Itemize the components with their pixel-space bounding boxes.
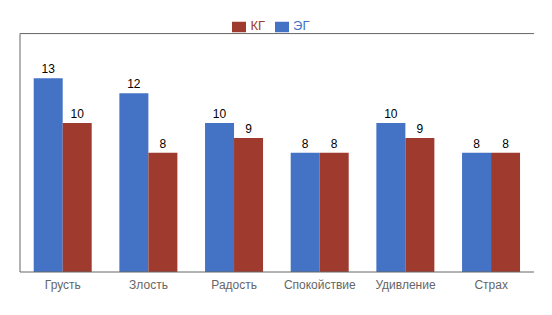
svg-text:12: 12 — [127, 77, 141, 91]
svg-text:8: 8 — [331, 137, 338, 151]
svg-text:Радость: Радость — [211, 278, 257, 292]
svg-text:8: 8 — [160, 137, 167, 151]
svg-text:9: 9 — [245, 122, 252, 136]
html-text:КГ: КГ — [250, 18, 266, 33]
svg-text:Спокойствие: Спокойствие — [284, 278, 356, 292]
svg-text:9: 9 — [417, 122, 424, 136]
html-text:ЭГ: ЭГ — [293, 18, 310, 33]
svg-text:Грусть: Грусть — [45, 278, 81, 292]
svg-text:8: 8 — [473, 137, 480, 151]
svg-text:Удивление: Удивление — [375, 278, 435, 292]
svg-text:8: 8 — [502, 137, 509, 151]
svg-text:Страх: Страх — [474, 278, 508, 292]
svg-text:8: 8 — [302, 137, 309, 151]
svg-text:10: 10 — [384, 107, 398, 121]
svg-text:10: 10 — [71, 107, 85, 121]
svg-text:10: 10 — [213, 107, 227, 121]
svg-text:Злость: Злость — [129, 278, 168, 292]
svg-text:13: 13 — [42, 62, 56, 76]
